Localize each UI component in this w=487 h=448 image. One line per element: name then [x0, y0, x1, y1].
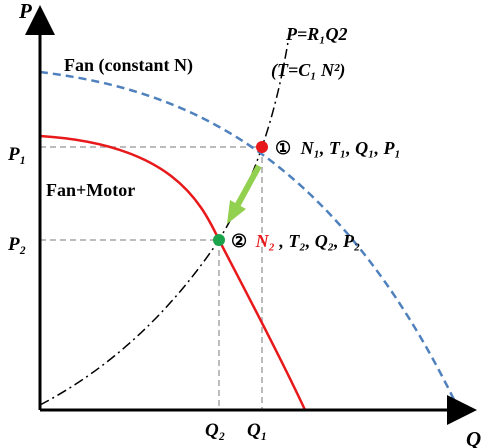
fan-curve: [39, 70, 461, 411]
point-2-label: ② N₂ , T₂, Q₂, P₂: [231, 231, 360, 251]
q1-tick-label: Q₁: [247, 420, 267, 441]
p2-tick-label: P₂: [7, 234, 26, 255]
fan-motor-curve: [39, 134, 307, 411]
q2-tick-label: Q₂: [205, 420, 225, 441]
system-curve-label-line1: P=R₁Q2: [285, 24, 348, 44]
system-curve-label-line2: (T=C₁ N²): [271, 60, 345, 81]
transition-arrow-head: [227, 200, 246, 224]
y-axis-label: P: [18, 0, 32, 23]
point-2-marker: ②: [231, 231, 247, 251]
point-1-values: N₁, T₁, Q₁, P₁: [300, 138, 401, 158]
point-1-marker: ①: [275, 138, 291, 158]
point-2-values: , T₂, Q₂, P₂: [278, 231, 360, 251]
transition-arrow-shaft: [233, 164, 262, 210]
operating-point-1: [256, 141, 268, 153]
point-1-label: ① N₁, T₁, Q₁, P₁: [275, 138, 401, 158]
operating-point-2: [213, 234, 225, 246]
system-curve: [39, 35, 290, 406]
x-axis-label: Q: [466, 427, 481, 448]
fan-curve-label: Fan (constant N): [64, 55, 193, 76]
p1-tick-label: P₁: [7, 144, 26, 165]
fan-motor-curve-label: Fan+Motor: [46, 180, 135, 200]
point-2-n-value: N₂: [255, 231, 275, 251]
